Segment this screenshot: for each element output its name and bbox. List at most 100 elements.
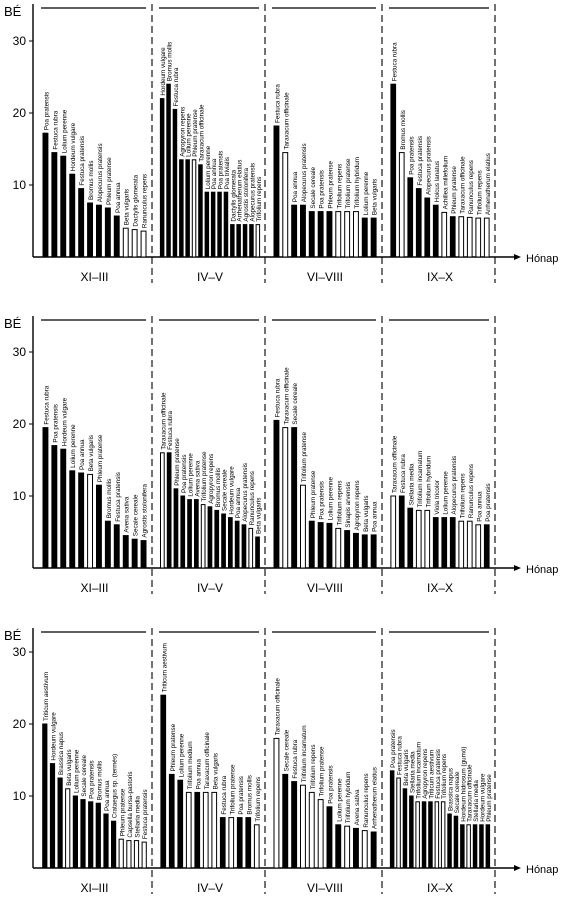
bar-label: Triticum aestivum [161, 643, 168, 692]
bar [409, 795, 414, 869]
bar-label: Hordeum vulgare [61, 397, 68, 446]
bar-label: Agropyron repens [354, 480, 361, 530]
bar [308, 520, 315, 569]
bar [96, 484, 102, 569]
bar-label: Secale cereale [283, 729, 290, 771]
bar [402, 788, 408, 869]
bar-label: Bromus mollis [106, 479, 113, 519]
bar-label: Triticum aestivum [428, 750, 435, 799]
bar-label: Dactylis glomerata [230, 169, 237, 221]
bar [458, 216, 465, 258]
bar-label: Sinapis arvensis [345, 482, 352, 528]
bar-label: Poa annua [372, 501, 379, 532]
bar [168, 773, 175, 869]
bar [460, 824, 465, 869]
season-label: XI–III [80, 881, 108, 895]
bar [179, 159, 184, 258]
bar-label: Poa trivialis [224, 157, 231, 189]
bar-label: Taraxacum officinale [459, 156, 466, 214]
bar-label: Avena sativa [194, 460, 201, 496]
bar [353, 827, 359, 869]
bar [485, 824, 491, 869]
bar [326, 211, 333, 258]
bar-label: Alopecurus pratensis [425, 136, 432, 195]
y-tick-label: 10 [13, 178, 27, 192]
bar [449, 517, 456, 569]
bar-label: Phleum pratense [97, 434, 104, 482]
bar-label: Achillea millefolium [442, 156, 449, 210]
bar-label: Taraxacum officinale [160, 392, 167, 450]
bar-label: Hordeum vulgare [51, 712, 58, 761]
y-tick-label: 20 [13, 717, 27, 731]
bar [160, 452, 165, 569]
bar [221, 513, 226, 569]
bar-label: Lolium perenne [205, 145, 212, 189]
bar-label: Bromus mollis [215, 468, 222, 508]
bar-label: Lolium perenne [186, 113, 193, 157]
bar-label: Trifolium pratense [345, 158, 352, 209]
bar [475, 524, 482, 569]
bar-label: Trifolium repens [255, 777, 262, 822]
y-tick-label: 30 [13, 645, 27, 659]
bar [96, 204, 102, 258]
bar-label: Agropyron repens [208, 454, 215, 504]
bar [398, 495, 405, 569]
bar [60, 448, 67, 569]
bar-label: Secale cereale [454, 771, 461, 813]
bar [415, 801, 420, 869]
bar-label: Arrhenatherum elatius [485, 153, 492, 215]
bar [432, 517, 439, 569]
bar-label: Taraxacum officinale [283, 367, 290, 425]
bar [248, 527, 254, 569]
bar-label: Poa annua [476, 491, 483, 522]
bar [390, 495, 397, 569]
bar [300, 204, 306, 258]
bar [219, 817, 226, 869]
bar [141, 841, 147, 869]
bar-label: Poa pratensis [52, 404, 59, 443]
bar-label: Bromus mollis [88, 160, 95, 200]
bar-label: Poa pratensis [218, 151, 225, 190]
bar-label: Festuca rubra [400, 454, 407, 493]
bar [60, 155, 67, 258]
bar [326, 522, 333, 569]
bar [113, 524, 120, 569]
bar-label: Lolium perenne [442, 471, 449, 515]
bar-label: Bromus mollis [167, 42, 174, 82]
season-label: IX–X [427, 581, 453, 595]
bar [466, 216, 473, 258]
bar [390, 83, 397, 258]
bar-label: Trifolium hybridum [354, 157, 361, 209]
bar-label: Ranunculus repens [468, 160, 475, 214]
bar-label: Agrostis stolonifera [243, 168, 250, 222]
y-tick-label: 10 [13, 789, 27, 803]
bar-label: Arrhenatherum elatius [237, 160, 244, 222]
bar-label: Poa pratensis [390, 729, 397, 768]
bar [282, 427, 289, 569]
bar [421, 801, 427, 869]
bar [396, 777, 401, 869]
bar [126, 840, 132, 869]
bar [291, 781, 298, 869]
bar [335, 824, 342, 869]
bar [447, 813, 452, 869]
bar [228, 517, 233, 569]
bar [344, 211, 351, 258]
bar-label: Trifolium repens [256, 177, 263, 222]
bar-label: Festuca rubra [391, 42, 398, 81]
bar-label: Secale cereale [133, 494, 140, 536]
bar [449, 216, 456, 258]
bar [160, 694, 167, 869]
bar [204, 191, 210, 258]
bar [466, 520, 473, 569]
bar [255, 536, 260, 569]
bar [51, 445, 58, 569]
bar [255, 224, 261, 258]
bar [479, 824, 484, 869]
bar-label: Trifolium repens [310, 744, 317, 789]
bar-label: Lolium perenne [336, 778, 343, 822]
bar [234, 520, 240, 569]
bar [42, 723, 48, 869]
bar [241, 524, 247, 569]
